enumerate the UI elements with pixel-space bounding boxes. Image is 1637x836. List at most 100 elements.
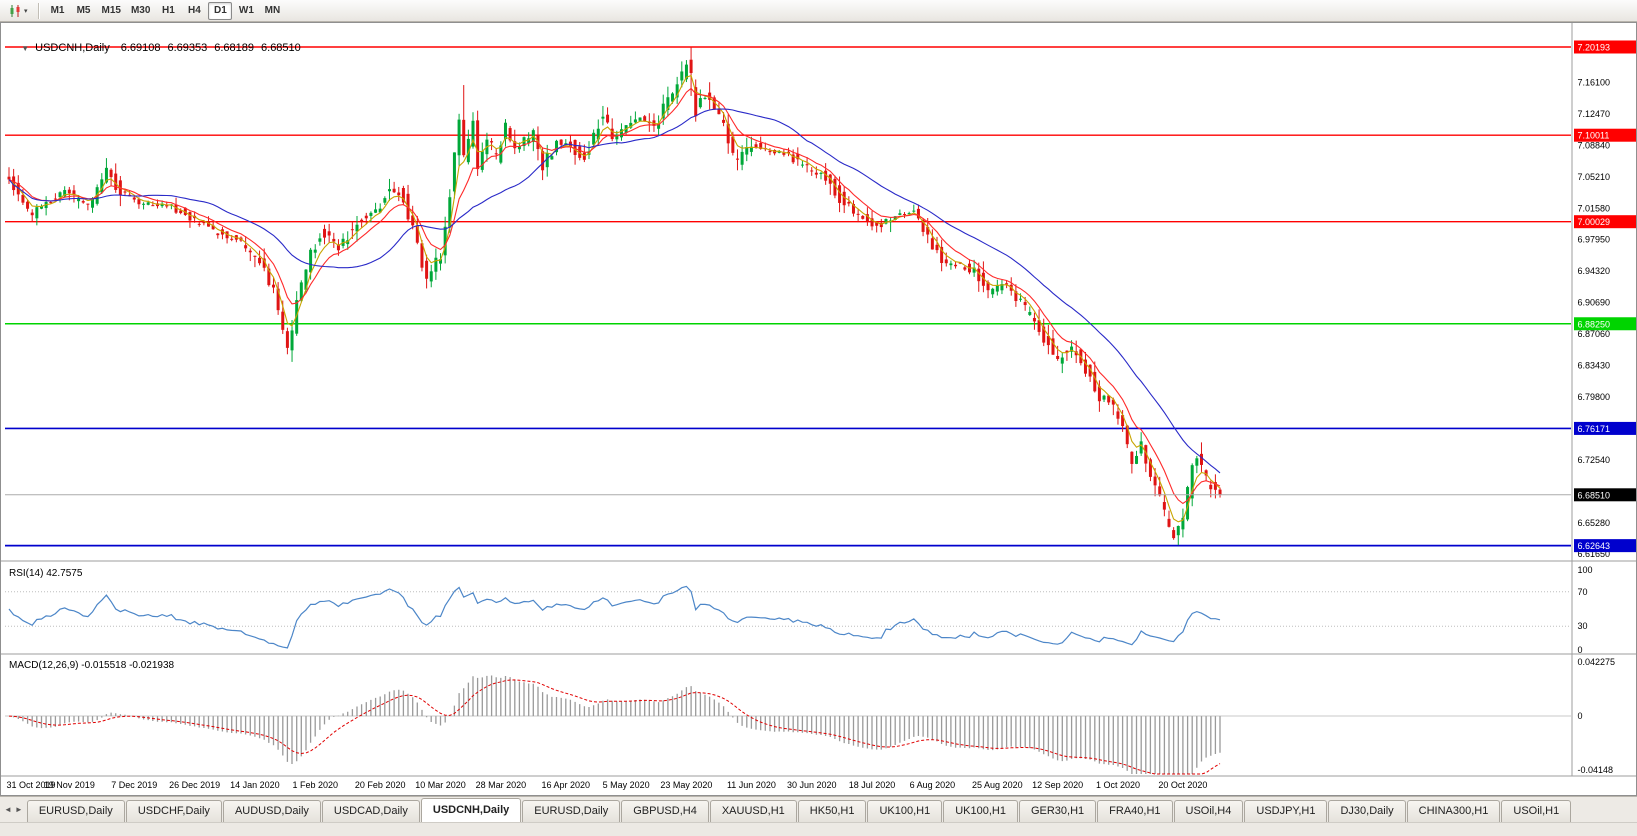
svg-text:11 Jun 2020: 11 Jun 2020 (727, 780, 776, 790)
chart-title-bar: ▼ USDCNH,Daily 6.69108 6.69353 6.68189 6.6851… (9, 30, 301, 66)
svg-text:6.94320: 6.94320 (1578, 266, 1611, 276)
svg-text:16 Apr 2020: 16 Apr 2020 (542, 780, 591, 790)
svg-text:6.72540: 6.72540 (1578, 455, 1611, 465)
svg-text:12 Sep 2020: 12 Sep 2020 (1032, 780, 1083, 790)
svg-text:6.83430: 6.83430 (1578, 361, 1611, 371)
moving-average-medium-red (8, 87, 1221, 505)
timeframe-button-mn[interactable]: MN (264, 4, 281, 16)
price-chart: 7.16100 7.12470 7.08840 7.05210 7.01580 6.979… (1, 23, 1636, 790)
svg-text:0: 0 (1578, 711, 1583, 721)
timeframe-button-m15[interactable]: M15 (101, 4, 121, 16)
timeframe-button-m5[interactable]: M5 (76, 4, 91, 16)
svg-text:0.042275: 0.042275 (1578, 657, 1616, 667)
chart-tab-usdjpy-h1[interactable]: USDJPY,H1 (1244, 800, 1328, 822)
svg-text:1 Oct 2020: 1 Oct 2020 (1096, 780, 1140, 790)
svg-text:6.68510: 6.68510 (1578, 490, 1611, 500)
chart-tab-eurusd-daily[interactable]: EURUSD,Daily (522, 800, 621, 822)
timeframe-button-h1[interactable]: H1 (162, 4, 175, 16)
chart-type-caret-icon: ▾ (24, 7, 28, 15)
svg-text:23 May 2020: 23 May 2020 (660, 780, 712, 790)
svg-text:0: 0 (1578, 645, 1583, 655)
chart-tab-uk100-h1[interactable]: UK100,H1 (943, 800, 1018, 822)
chart-tab-fra40-h1[interactable]: FRA40,H1 (1097, 800, 1173, 822)
ohlc-low: 6.68189 (214, 42, 255, 54)
chart-tab-usoil-h4[interactable]: USOil,H4 (1173, 800, 1244, 822)
svg-text:20 Feb 2020: 20 Feb 2020 (355, 780, 406, 790)
timeframe-button-d1[interactable]: D1 (208, 1, 233, 20)
panel-separators (1, 23, 1636, 777)
moving-average-fast-yellow (8, 74, 1221, 523)
svg-text:6.76171: 6.76171 (1578, 424, 1611, 434)
tab-scroll-buttons: ◄ ► (0, 797, 27, 822)
chart-tabs-bar: ◄ ► EURUSD,Daily USDCHF,Daily AUDUSD,Daily… (0, 796, 1637, 822)
chart-tab-dj30-daily[interactable]: DJ30,Daily (1328, 800, 1406, 822)
svg-text:26 Dec 2019: 26 Dec 2019 (169, 780, 220, 790)
moving-averages (8, 74, 1221, 523)
svg-text:1 Feb 2020: 1 Feb 2020 (292, 780, 338, 790)
chart-tab-audusd-daily[interactable]: AUDUSD,Daily (222, 800, 321, 822)
timeframe-button-w1[interactable]: W1 (238, 4, 254, 16)
chart-tab-usdcnh-daily[interactable]: USDCNH,Daily (420, 798, 522, 822)
chart-tab-gbpusd-h4[interactable]: GBPUSD,H4 (621, 800, 709, 822)
svg-text:6.90690: 6.90690 (1578, 298, 1611, 308)
price-scale[interactable]: 7.16100 7.12470 7.08840 7.05210 7.01580 6.979… (1574, 40, 1636, 775)
svg-text:7.10011: 7.10011 (1578, 131, 1610, 141)
svg-text:6 Aug 2020: 6 Aug 2020 (910, 780, 956, 790)
toolbar-separator (37, 2, 39, 19)
horizontal-level-lines[interactable] (5, 46, 1571, 547)
ohlc-high: 6.69353 (167, 42, 208, 54)
svg-text:6.65280: 6.65280 (1578, 518, 1611, 528)
candlestick-series (7, 47, 1222, 546)
top-toolbar: ▾ M1 M5 M15 M30 H1 H4 D1 W1 MN (0, 0, 1637, 22)
moving-average-slow-blue (8, 108, 1221, 474)
svg-text:14 Jan 2020: 14 Jan 2020 (230, 780, 280, 790)
ohlc-open: 6.69108 (120, 42, 161, 54)
timeframe-button-m30[interactable]: M30 (130, 4, 151, 16)
svg-text:6.87060: 6.87060 (1578, 329, 1611, 339)
svg-text:25 Aug 2020: 25 Aug 2020 (972, 780, 1023, 790)
svg-text:19 Nov 2019: 19 Nov 2019 (44, 780, 95, 790)
chart-tab-xauusd-h1[interactable]: XAUUSD,H1 (709, 800, 797, 822)
macd-signal-line (8, 679, 1221, 775)
svg-text:7.16100: 7.16100 (1578, 77, 1611, 87)
svg-text:30 Jun 2020: 30 Jun 2020 (787, 780, 837, 790)
svg-text:6.88250: 6.88250 (1578, 319, 1611, 329)
svg-text:70: 70 (1578, 587, 1588, 597)
svg-text:7.20193: 7.20193 (1578, 42, 1611, 52)
tabs-scroll-right-icon[interactable]: ► (14, 805, 23, 814)
chart-tab-hk50-h1[interactable]: HK50,H1 (797, 800, 867, 822)
svg-text:-0.04148: -0.04148 (1578, 765, 1614, 775)
svg-text:6.61650: 6.61650 (1578, 549, 1611, 559)
chart-type-button[interactable]: ▾ (4, 2, 32, 20)
svg-text:6.97950: 6.97950 (1578, 235, 1611, 245)
timeframe-button-m1[interactable]: M1 (50, 4, 65, 16)
chart-tab-eurusd-daily[interactable]: EURUSD,Daily (26, 800, 125, 822)
chart-tab-usdcad-daily[interactable]: USDCAD,Daily (321, 800, 420, 822)
chart-window: 7.16100 7.12470 7.08840 7.05210 7.01580 6.979… (0, 22, 1637, 796)
tabs-scroll-left-icon[interactable]: ◄ (4, 805, 12, 814)
svg-text:20 Oct 2020: 20 Oct 2020 (1158, 780, 1207, 790)
svg-text:18 Jul 2020: 18 Jul 2020 (849, 780, 896, 790)
svg-text:30: 30 (1578, 621, 1588, 631)
rsi-line (8, 585, 1221, 649)
collapse-subwindow-icon[interactable]: ▼ (21, 44, 30, 53)
timeframe-button-h4[interactable]: H4 (188, 4, 201, 16)
svg-text:28 Mar 2020: 28 Mar 2020 (476, 780, 527, 790)
macd-panel (5, 675, 1571, 775)
rsi-indicator-label: RSI(14) 42.7575 (9, 568, 83, 579)
chart-tab-usdchf-daily[interactable]: USDCHF,Daily (125, 800, 222, 822)
svg-text:7.12470: 7.12470 (1578, 109, 1611, 119)
chart-tab-uk100-h1[interactable]: UK100,H1 (867, 800, 943, 822)
svg-text:6.79800: 6.79800 (1578, 392, 1611, 402)
timeframe-toolbar: M1 M5 M15 M30 H1 H4 D1 W1 MN (45, 1, 286, 20)
chart-tab-usoil-h1[interactable]: USOil,H1 (1501, 800, 1572, 822)
chart-tab-ger30-h1[interactable]: GER30,H1 (1018, 800, 1097, 822)
svg-text:7.05210: 7.05210 (1578, 172, 1611, 182)
chart-symbol-period: USDCNH,Daily (35, 42, 110, 54)
candlestick-chart-icon (10, 4, 20, 17)
macd-indicator-label: MACD(12,26,9) -0.015518 -0.021938 (9, 660, 175, 671)
svg-text:7.01580: 7.01580 (1578, 203, 1611, 213)
chart-tab-china300-h1[interactable]: CHINA300,H1 (1406, 800, 1501, 822)
svg-text:7.08840: 7.08840 (1578, 140, 1611, 150)
